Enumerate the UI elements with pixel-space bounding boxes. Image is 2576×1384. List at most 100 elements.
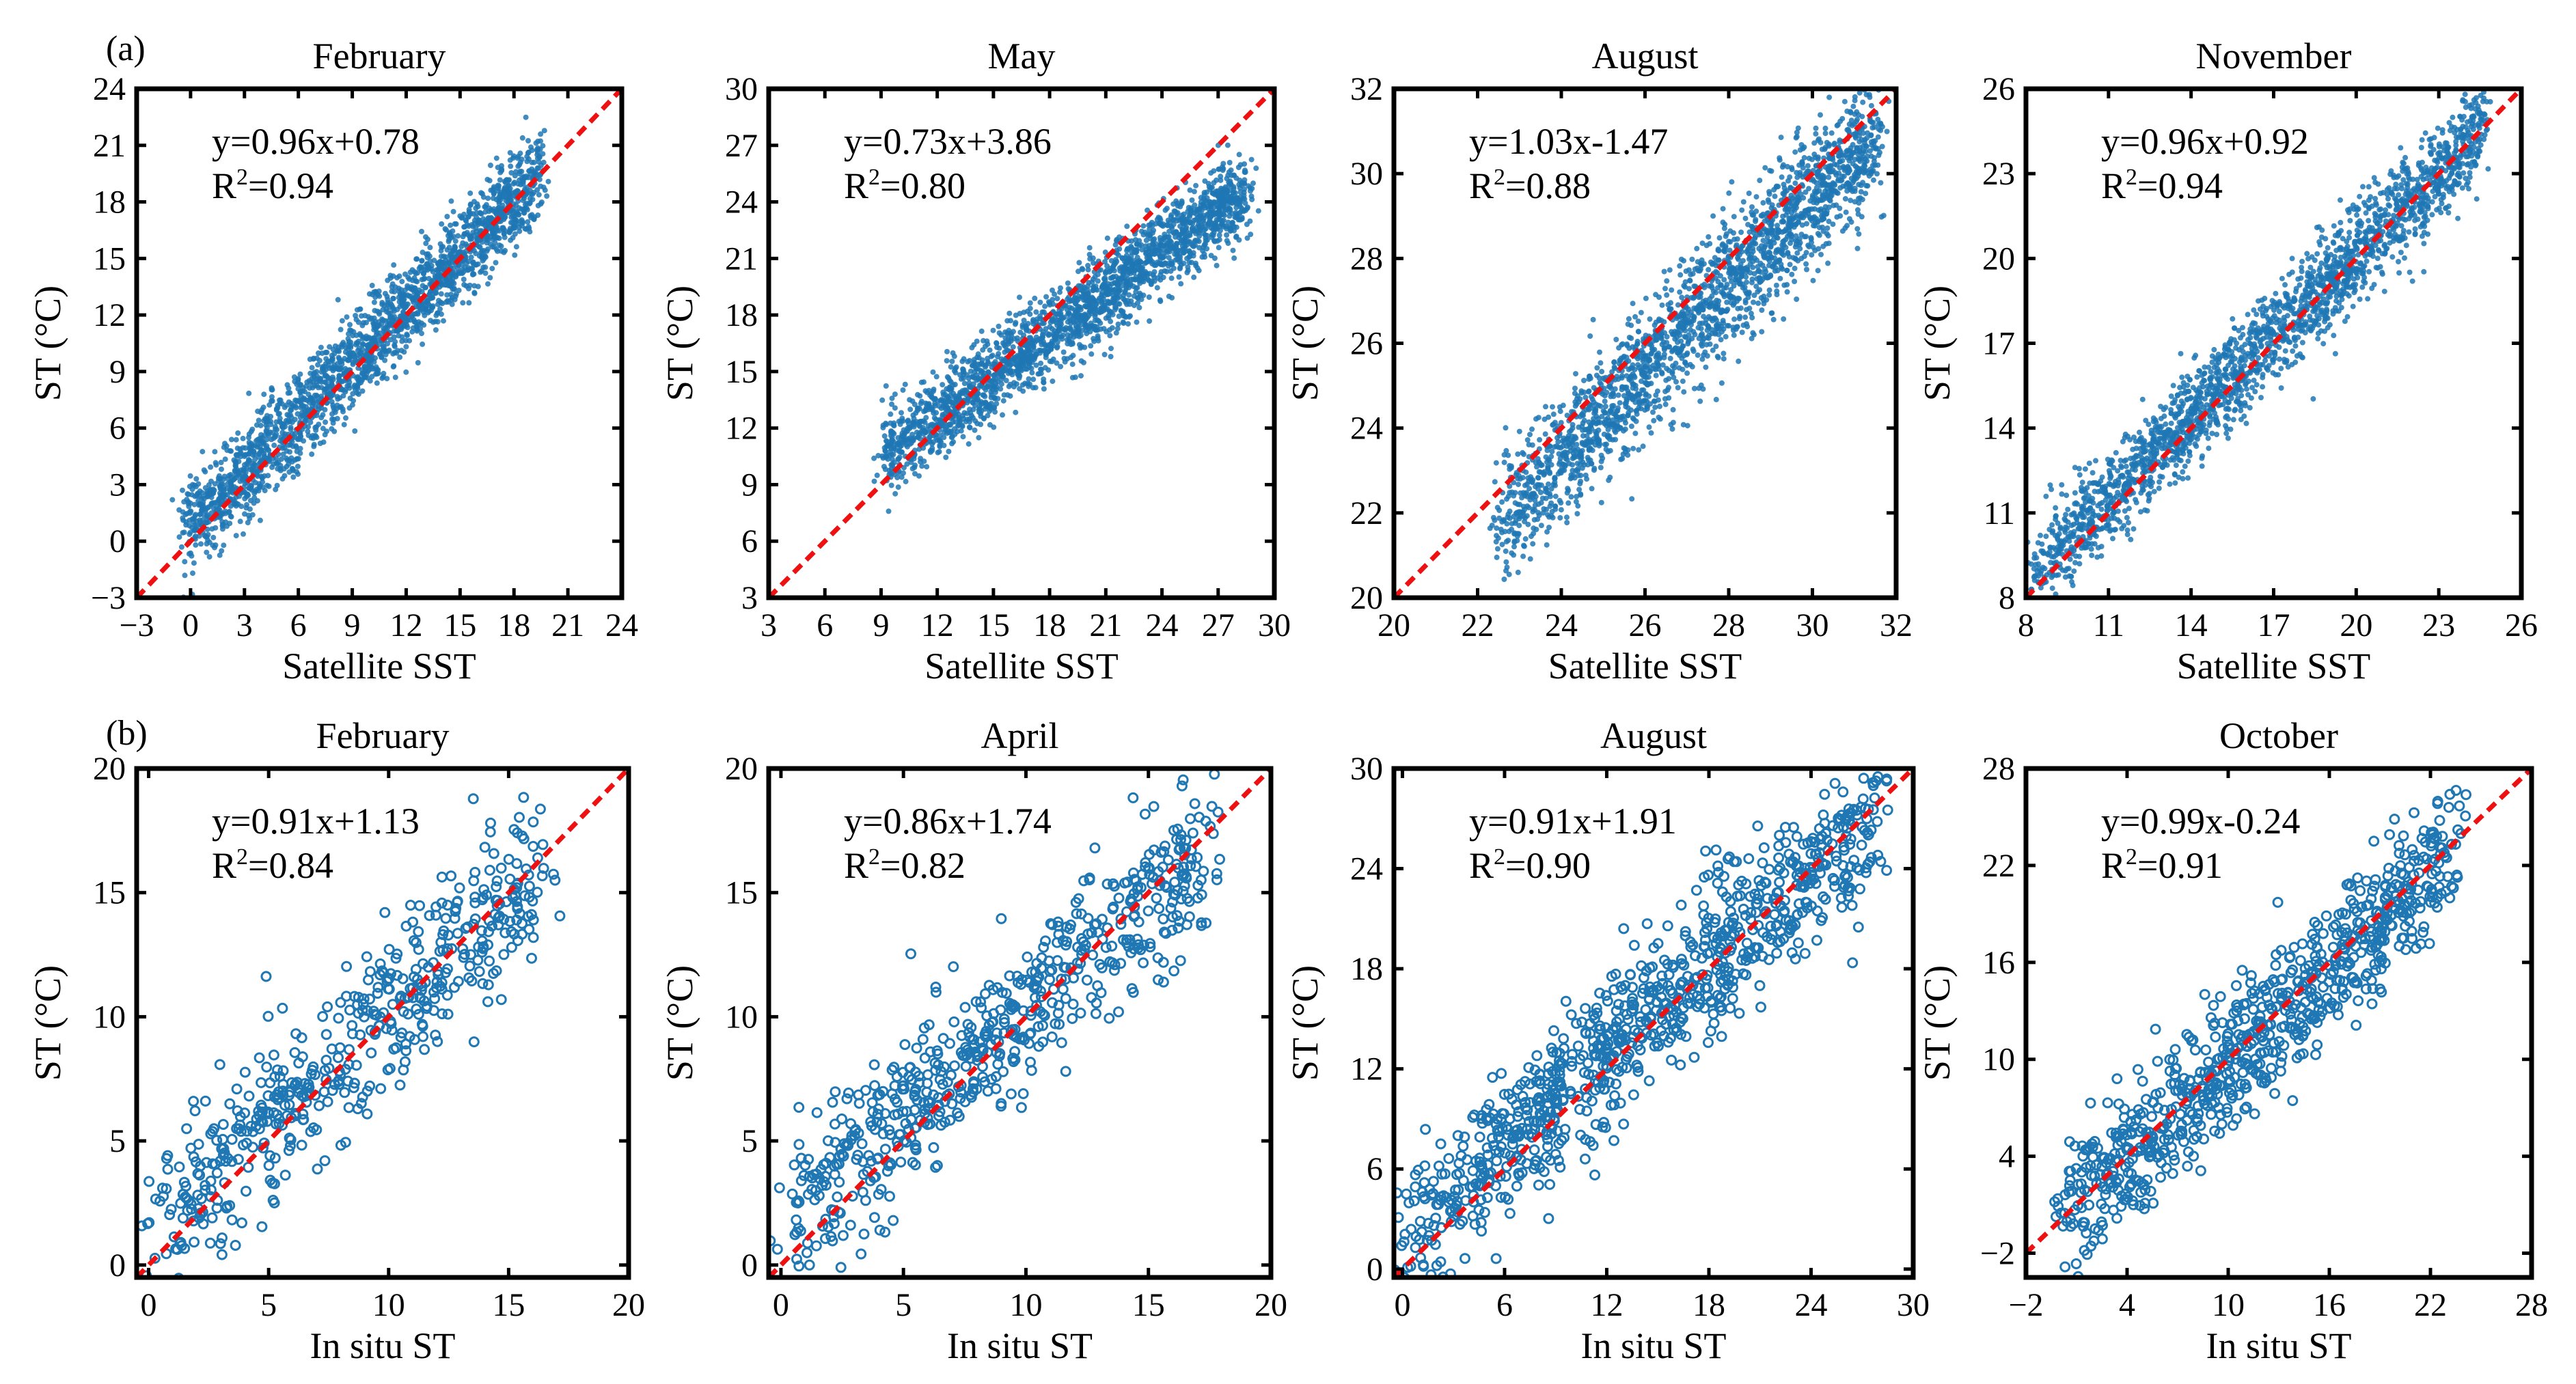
data-point (1248, 232, 1254, 238)
data-point (1673, 378, 1679, 385)
data-point (1805, 163, 1811, 169)
data-point (1129, 262, 1136, 268)
data-point (1804, 221, 1809, 227)
data-point (531, 217, 537, 223)
data-point (1187, 232, 1193, 238)
data-point (353, 332, 359, 338)
data-point (234, 445, 241, 452)
data-point (1166, 238, 1172, 245)
data-point (489, 266, 495, 272)
data-point (317, 441, 323, 446)
data-point (422, 267, 428, 273)
data-point (1036, 348, 1042, 353)
data-point (273, 419, 279, 425)
data-point (256, 454, 262, 460)
data-point (344, 357, 351, 363)
data-point (1083, 316, 1089, 322)
data-point (279, 475, 286, 482)
data-point (978, 328, 985, 334)
data-point (1032, 295, 1038, 301)
data-point (346, 339, 352, 345)
data-point (1104, 263, 1110, 269)
data-point (202, 532, 208, 538)
data-point (1191, 274, 1197, 280)
data-point (885, 456, 891, 462)
y-tick-label: 21 (93, 128, 126, 164)
data-point (480, 194, 487, 200)
data-point (438, 280, 444, 286)
data-point (975, 361, 981, 368)
data-point (1017, 294, 1022, 301)
data-point (1572, 403, 1578, 409)
data-point (210, 534, 217, 540)
data-point (1093, 311, 1099, 317)
data-point (506, 194, 512, 200)
data-point (1170, 245, 1176, 251)
data-point (1006, 368, 1013, 374)
data-point (191, 516, 197, 522)
data-point (1181, 260, 1187, 266)
data-point (471, 220, 478, 226)
data-point (339, 318, 345, 324)
r-squared: R2=0.80 (844, 165, 965, 206)
data-point (1113, 330, 1119, 336)
data-point (334, 393, 340, 400)
data-point (508, 237, 514, 243)
data-point (482, 264, 489, 271)
data-point (1224, 176, 1230, 182)
data-point (219, 466, 224, 472)
data-point (1065, 332, 1071, 338)
data-point (361, 320, 367, 326)
data-point (1017, 386, 1023, 392)
data-point (978, 421, 984, 428)
data-point (264, 437, 270, 443)
data-point (1147, 257, 1153, 262)
data-point (1039, 309, 1045, 315)
data-point (437, 306, 443, 312)
data-point (260, 404, 266, 411)
data-point (1138, 268, 1144, 274)
data-point (282, 445, 288, 451)
data-point (1241, 189, 1247, 195)
data-point (1082, 313, 1088, 318)
data-point (936, 449, 942, 455)
data-point (881, 433, 888, 439)
data-point (461, 231, 467, 237)
y-tick-label: 9 (109, 354, 126, 390)
data-point (220, 522, 225, 527)
y-axis-label: ST (°C) (659, 286, 700, 401)
data-point (285, 390, 291, 396)
data-point (1216, 245, 1222, 251)
data-point (944, 348, 950, 355)
y-tick-label: 18 (725, 297, 758, 333)
data-point (900, 387, 906, 393)
data-point (1033, 309, 1039, 315)
data-point (1190, 250, 1196, 256)
data-point (1004, 318, 1011, 324)
data-point (446, 276, 452, 282)
data-point (202, 485, 208, 491)
data-point (1863, 191, 1869, 197)
data-point (419, 331, 424, 337)
x-tick-label: 12 (921, 607, 954, 643)
data-point (1636, 447, 1642, 453)
data-point (1744, 279, 1750, 286)
data-point (187, 473, 193, 479)
data-point (338, 404, 344, 410)
data-point (204, 549, 210, 555)
data-point (431, 258, 437, 264)
data-point (1131, 258, 1137, 264)
data-point (365, 344, 371, 350)
data-point (1164, 268, 1170, 275)
data-point (1216, 166, 1222, 172)
data-point (1106, 281, 1112, 287)
data-point (1135, 262, 1141, 268)
data-point (336, 372, 342, 378)
data-point (277, 415, 283, 421)
data-point (191, 560, 197, 566)
data-point (896, 449, 903, 455)
data-point (1157, 217, 1164, 223)
data-point (1027, 311, 1033, 317)
data-point (374, 329, 380, 335)
data-point (1703, 364, 1709, 370)
